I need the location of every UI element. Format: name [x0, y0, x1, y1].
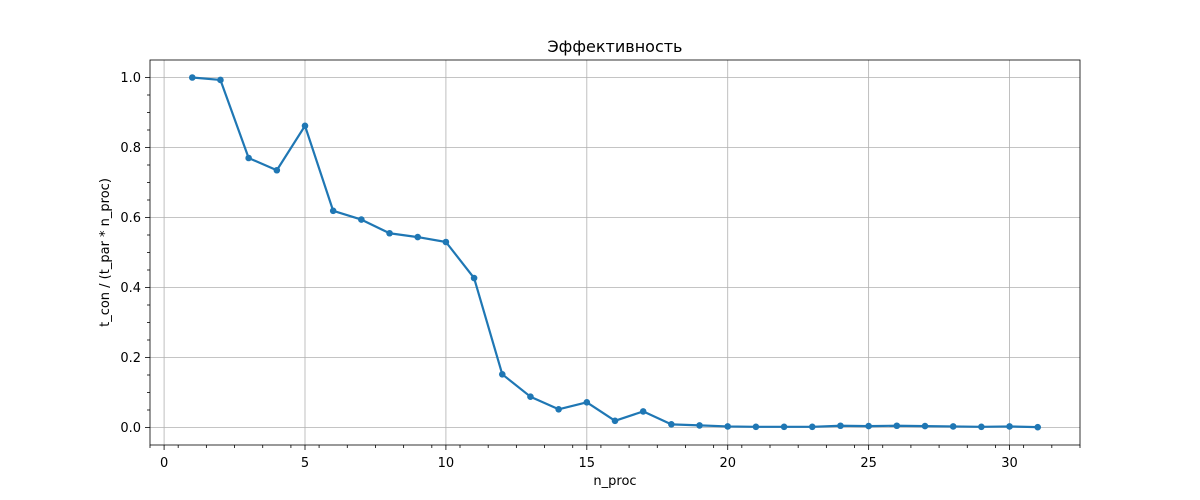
plot-frame	[149, 59, 1081, 446]
data-point	[696, 422, 703, 429]
x-tick-label: 10	[438, 456, 455, 471]
data-point	[921, 422, 929, 430]
data-point	[301, 122, 309, 130]
grid	[150, 60, 1080, 445]
x-tick-label: 15	[579, 456, 596, 471]
x-tick-label: 0	[160, 456, 168, 471]
y-tick-label: 1.0	[120, 71, 141, 86]
chart-title: Эффективность	[548, 37, 683, 56]
data-point	[498, 371, 506, 378]
data-point	[273, 166, 281, 174]
data-point	[1034, 423, 1042, 431]
data-point	[217, 76, 224, 84]
data-point	[555, 406, 562, 413]
series-line	[192, 76, 1038, 429]
x-tick-label: 20	[719, 456, 736, 471]
y-tick-label: 0.0	[120, 421, 141, 436]
data-point	[358, 216, 365, 223]
y-tick-label: 0.4	[120, 281, 141, 296]
data-point	[329, 207, 337, 215]
data-point	[865, 422, 872, 430]
y-axis: 0.0 0.2 0.4 0.6 0.8 1.0	[120, 71, 150, 436]
data-point	[611, 417, 619, 425]
data-point	[386, 229, 393, 237]
y-tick-label: 0.2	[120, 351, 141, 366]
data-point	[724, 423, 732, 430]
data-point	[583, 399, 591, 406]
data-point	[527, 393, 534, 401]
data-point	[837, 422, 844, 430]
data-point	[978, 423, 985, 431]
data-point	[188, 74, 196, 81]
data-point	[414, 233, 422, 241]
data-point	[442, 238, 450, 246]
x-tick-label: 30	[1001, 456, 1018, 471]
x-tick-label: 5	[301, 456, 309, 471]
x-axis: 0 5 10 15 20 25 30	[149, 445, 1081, 471]
data-point	[808, 423, 816, 431]
data-point	[470, 274, 478, 282]
x-tick-label: 25	[860, 456, 877, 471]
data-point	[752, 423, 760, 431]
y-tick-label: 0.6	[120, 211, 141, 226]
series-efficiency	[188, 74, 1042, 431]
data-point	[949, 423, 957, 430]
data-point	[668, 421, 675, 428]
y-axis-label: t_con / (t_par * n_proc)	[98, 178, 113, 327]
data-point	[1006, 423, 1013, 430]
data-point	[245, 154, 252, 162]
data-point	[780, 423, 788, 431]
data-point	[639, 408, 647, 415]
data-point	[893, 422, 901, 430]
x-axis-label: n_proc	[593, 474, 636, 489]
y-tick-label: 0.8	[120, 141, 141, 156]
